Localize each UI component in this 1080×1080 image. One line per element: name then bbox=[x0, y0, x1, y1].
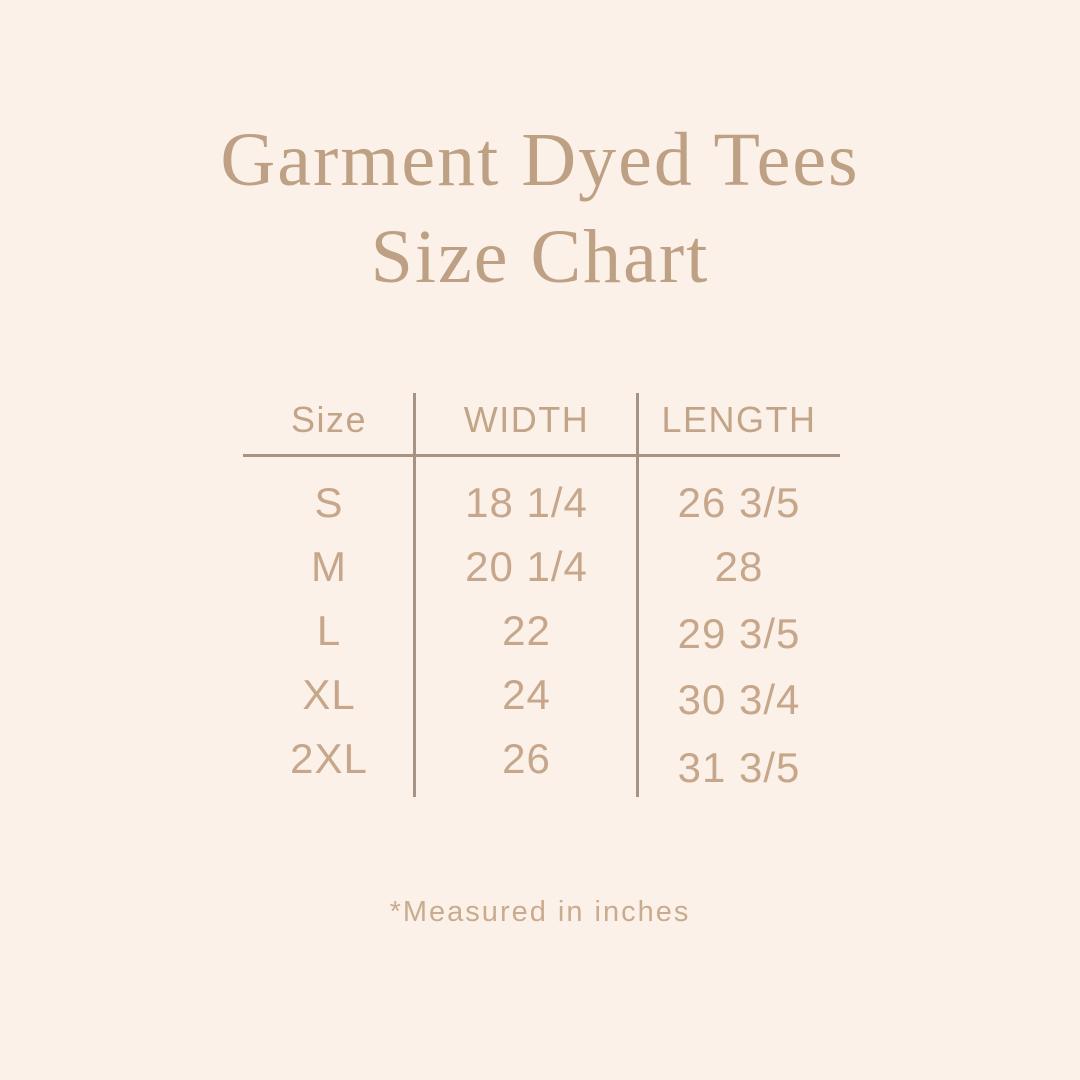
page-title-line-1: Garment Dyed Tees bbox=[220, 118, 860, 202]
size-value: S bbox=[314, 479, 344, 526]
length-value: 26 3/5 bbox=[677, 479, 801, 526]
header-rule bbox=[243, 454, 840, 457]
column-divider-size-width bbox=[413, 393, 416, 797]
width-value: 20 1/4 bbox=[465, 543, 588, 590]
table-row-xl: XL 24 30 3/4 bbox=[243, 663, 840, 727]
table-body: S 18 1/4 26 3/5 M 20 1/4 28 L 22 29 3/5 … bbox=[243, 471, 840, 791]
size-value: M bbox=[311, 543, 347, 590]
page-title-line-2: Size Chart bbox=[370, 215, 710, 299]
table-header-row: Size WIDTH LENGTH bbox=[243, 385, 840, 455]
width-value: 26 bbox=[502, 735, 551, 782]
table-row-2xl: 2XL 26 31 3/5 bbox=[243, 727, 840, 791]
column-divider-width-length bbox=[636, 393, 639, 797]
measurement-footnote: *Measured in inches bbox=[389, 896, 691, 928]
size-value: L bbox=[316, 607, 342, 654]
page-title: Garment Dyed Tees Size Chart bbox=[0, 112, 1080, 306]
width-value: 18 1/4 bbox=[465, 479, 588, 526]
column-header-width: WIDTH bbox=[463, 399, 590, 440]
table-row-s: S 18 1/4 26 3/5 bbox=[243, 471, 840, 535]
length-value: 28 bbox=[714, 543, 764, 590]
length-value: 31 3/5 bbox=[677, 744, 801, 791]
width-value: 22 bbox=[502, 607, 551, 654]
length-value: 29 3/5 bbox=[677, 610, 801, 657]
column-header-length: LENGTH bbox=[661, 399, 817, 440]
size-chart-table: Size WIDTH LENGTH S 18 1/4 26 3/5 M 20 1… bbox=[243, 385, 840, 805]
width-value: 24 bbox=[502, 671, 551, 718]
table-row-m: M 20 1/4 28 bbox=[243, 535, 840, 599]
length-value: 30 3/4 bbox=[677, 676, 801, 723]
size-value: XL bbox=[302, 671, 356, 718]
column-header-size: Size bbox=[290, 399, 368, 440]
size-value: 2XL bbox=[290, 735, 368, 782]
table-row-l: L 22 29 3/5 bbox=[243, 599, 840, 663]
